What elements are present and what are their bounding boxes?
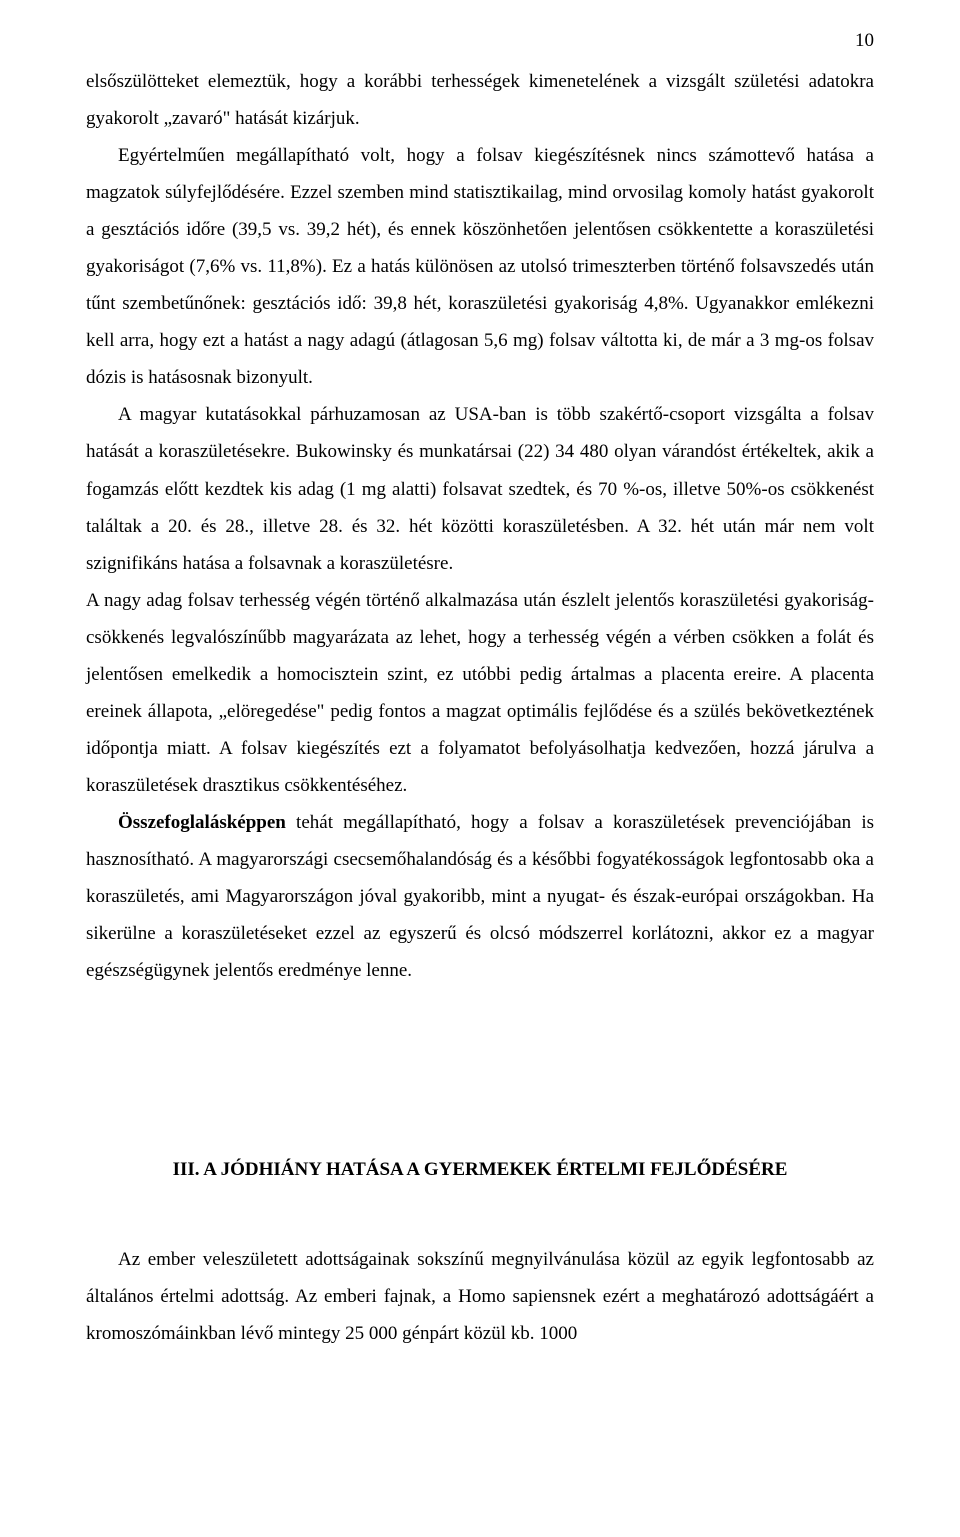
paragraph: A nagy adag folsav terhesség végén törté…	[86, 582, 874, 804]
paragraph: elsőszülötteket elemeztük, hogy a korább…	[86, 63, 874, 137]
paragraph: Az ember veleszületett adottságainak sok…	[86, 1241, 874, 1352]
paragraph: Egyértelműen megállapítható volt, hogy a…	[86, 137, 874, 396]
section-heading: III. A JÓDHIÁNY HATÁSA A GYERMEKEK ÉRTEL…	[86, 1159, 874, 1181]
body-text-block-2: Az ember veleszületett adottságainak sok…	[86, 1241, 874, 1352]
paragraph: A magyar kutatásokkal párhuzamosan az US…	[86, 396, 874, 581]
document-page: 10 elsőszülötteket elemeztük, hogy a kor…	[0, 0, 960, 1537]
page-number: 10	[855, 30, 874, 52]
summary-lead-bold: Összefoglalásképpen	[118, 812, 286, 833]
paragraph-summary: Összefoglalásképpen tehát megállapítható…	[86, 804, 874, 989]
summary-rest: tehát megállapítható, hogy a folsav a ko…	[86, 812, 874, 981]
body-text-block: elsőszülötteket elemeztük, hogy a korább…	[86, 63, 874, 989]
